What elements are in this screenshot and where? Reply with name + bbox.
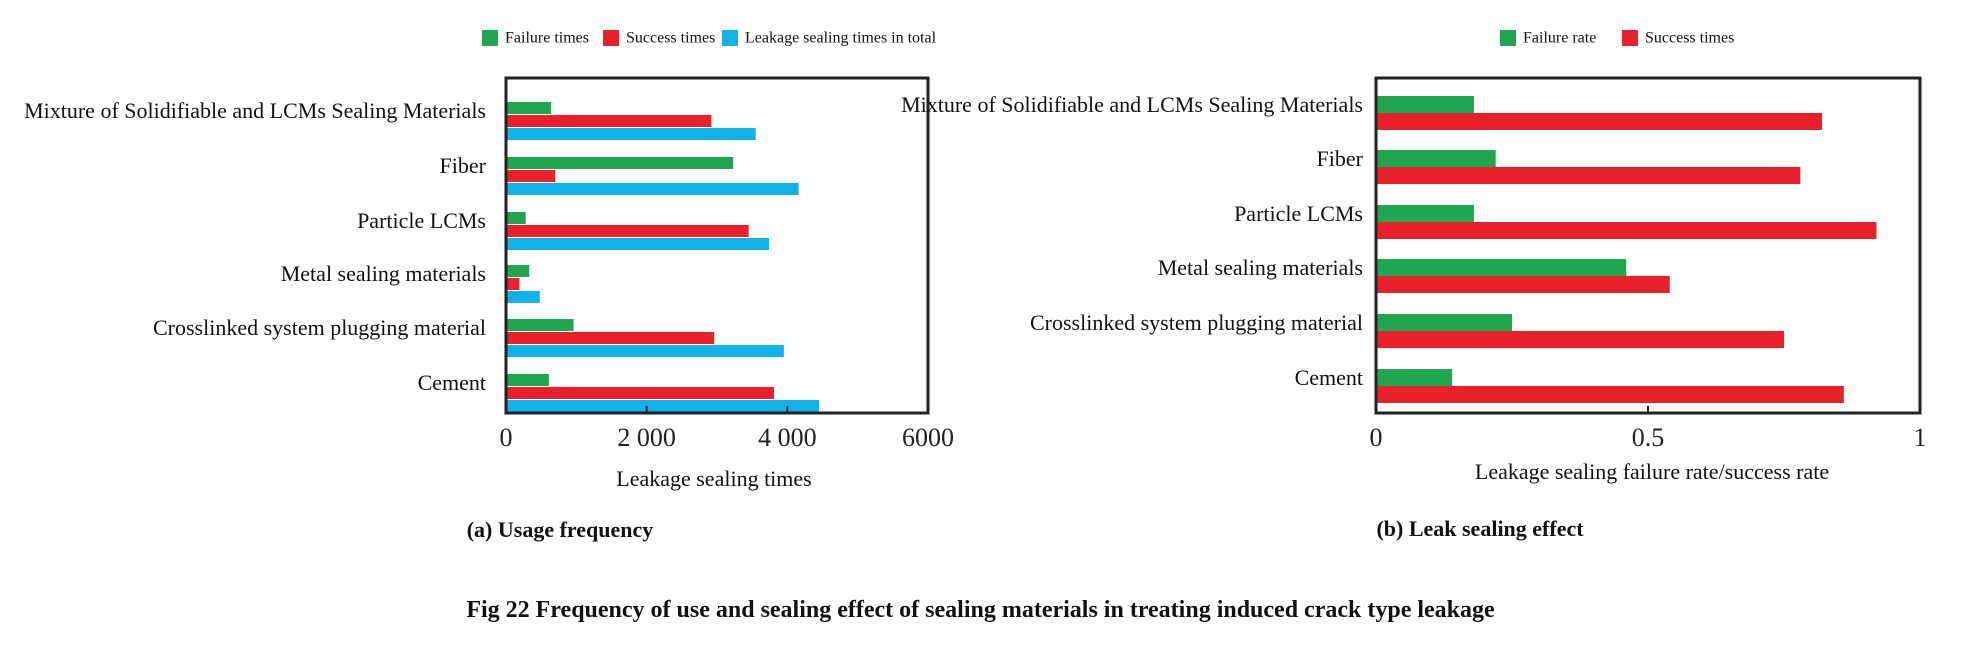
bar-b-failure-1	[1376, 150, 1496, 167]
legend-label-a-1: Success times	[626, 30, 715, 47]
bar-a-failure-3	[506, 265, 530, 277]
bar-a-success-3	[506, 278, 520, 290]
category-label-a-4: Crosslinked system plugging material	[153, 315, 486, 340]
x-axis-title-a: Leakage sealing times	[616, 466, 811, 491]
category-label-a-3: Metal sealing materials	[281, 261, 486, 286]
bar-b-success-3	[1376, 276, 1670, 293]
bar-a-total-1	[506, 183, 799, 195]
bar-a-total-2	[506, 238, 770, 250]
category-label-b-1: Fiber	[1317, 146, 1364, 171]
bar-a-failure-0	[506, 102, 552, 114]
bar-a-success-4	[506, 332, 715, 344]
bar-a-failure-4	[506, 319, 574, 331]
legend-label-b-1: Success times	[1645, 30, 1734, 47]
category-label-b-0: Mixture of Solidifiable and LCMs Sealing…	[901, 92, 1363, 117]
category-label-a-0: Mixture of Solidifiable and LCMs Sealing…	[24, 98, 486, 123]
bar-b-failure-3	[1376, 259, 1627, 276]
tick-label-a-1: 2 000	[617, 423, 676, 452]
x-axis-title-b: Leakage sealing failure rate/success rat…	[1475, 459, 1829, 484]
bar-b-failure-0	[1376, 96, 1474, 113]
category-label-b-2: Particle LCMs	[1234, 201, 1363, 226]
bar-a-total-3	[506, 291, 540, 303]
category-label-b-4: Crosslinked system plugging material	[1030, 310, 1363, 335]
bar-b-success-0	[1376, 113, 1823, 130]
bar-a-success-1	[506, 170, 556, 182]
bar-b-success-4	[1376, 331, 1784, 348]
bar-a-success-2	[506, 225, 749, 237]
tick-label-a-0: 0	[500, 423, 513, 452]
tick-label-b-1: 0.5	[1632, 423, 1665, 452]
bar-a-success-0	[506, 115, 712, 127]
legend-label-a-0: Failure times	[505, 30, 589, 47]
category-label-a-1: Fiber	[440, 153, 487, 178]
figure-caption: Fig 22 Frequency of use and sealing effe…	[466, 597, 1495, 623]
sub-caption-a: (a) Usage frequency	[467, 517, 654, 542]
bar-a-total-4	[506, 345, 784, 357]
bar-b-failure-4	[1376, 314, 1512, 331]
bar-b-success-1	[1376, 167, 1801, 184]
tick-label-a-2: 4 000	[758, 423, 817, 452]
legend-swatch-b-0	[1500, 30, 1516, 46]
bar-a-total-5	[506, 400, 819, 412]
legend-swatch-a-1	[603, 30, 619, 46]
legend-label-b-0: Failure rate	[1523, 30, 1596, 47]
legend-swatch-b-1	[1622, 30, 1638, 46]
legend-swatch-a-2	[722, 30, 738, 46]
legend-swatch-a-0	[482, 30, 498, 46]
category-label-b-3: Metal sealing materials	[1158, 255, 1363, 280]
category-label-b-5: Cement	[1295, 365, 1363, 390]
category-label-a-2: Particle LCMs	[357, 208, 486, 233]
category-label-a-5: Cement	[418, 370, 486, 395]
tick-label-b-2: 1	[1914, 423, 1927, 452]
bar-a-total-0	[506, 128, 756, 140]
bar-b-success-5	[1376, 386, 1844, 403]
bar-a-failure-2	[506, 212, 526, 224]
bar-b-success-2	[1376, 222, 1877, 239]
tick-label-a-3: 6000	[902, 423, 954, 452]
bar-a-failure-5	[506, 374, 549, 386]
bar-b-failure-2	[1376, 205, 1474, 222]
legend-label-a-2: Leakage sealing times in total	[745, 30, 937, 47]
plot-frame-a	[504, 76, 930, 415]
bar-b-failure-5	[1376, 369, 1453, 386]
tick-label-b-0: 0	[1370, 423, 1383, 452]
bar-a-failure-1	[506, 157, 734, 169]
sub-caption-b: (b) Leak sealing effect	[1376, 516, 1584, 541]
bar-a-success-5	[506, 387, 774, 399]
